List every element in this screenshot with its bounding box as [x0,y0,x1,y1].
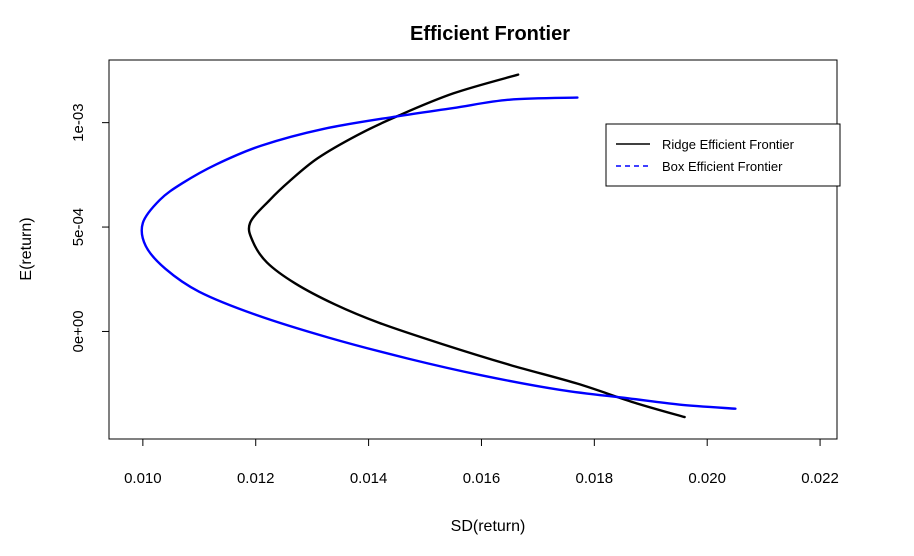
x-tick-label: 0.020 [688,470,726,487]
ridge-frontier-line [247,73,686,419]
legend-label-ridge: Ridge Efficient Frontier [662,137,795,152]
y-tick-label: 5e-04 [70,208,87,246]
x-tick-label: 0.012 [237,470,275,487]
x-tick-label: 0.016 [463,470,501,487]
legend: Ridge Efficient Frontier Box Efficient F… [605,123,841,187]
x-tick-label: 0.014 [350,470,388,487]
x-axis-label: SD(return) [451,518,526,535]
x-tick-label: 0.018 [576,470,614,487]
box-frontier-line [140,96,737,410]
series-layer [140,73,737,419]
plot-frame [108,59,838,440]
legend-label-box: Box Efficient Frontier [662,159,783,174]
y-axis: 0e+00 5e-04 1e-03 [70,103,109,353]
y-tick-label: 1e-03 [70,103,87,141]
x-axis: 0.010 0.012 0.014 0.016 0.018 0.020 0.022 [124,439,839,487]
y-tick-label: 0e+00 [70,310,87,352]
chart-title: Efficient Frontier [410,23,570,45]
x-tick-label: 0.022 [801,470,839,487]
x-tick-label: 0.010 [124,470,162,487]
legend-box [605,123,841,187]
y-axis-label: E(return) [18,217,35,280]
